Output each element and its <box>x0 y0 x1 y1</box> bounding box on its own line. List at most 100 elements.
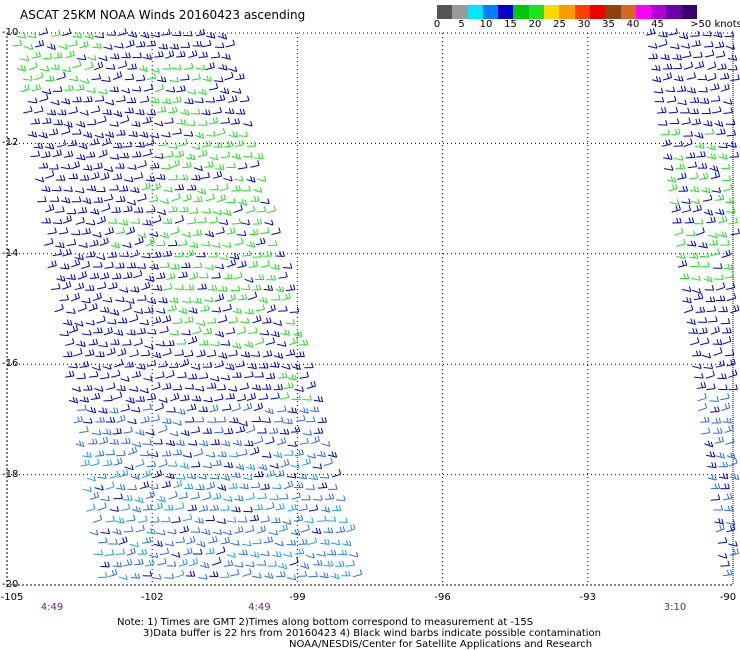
wind-barb <box>56 71 66 81</box>
wind-barb <box>68 396 79 404</box>
wind-barb <box>271 294 281 301</box>
wind-barb <box>89 138 100 146</box>
wind-barb <box>715 50 726 58</box>
wind-barb <box>169 43 179 50</box>
wind-barb <box>214 393 224 402</box>
wind-barb <box>108 569 118 578</box>
wind-barb <box>115 517 125 524</box>
wind-barb <box>233 204 243 213</box>
wind-barb <box>149 263 159 270</box>
wind-barb <box>217 484 227 491</box>
wind-barb <box>170 392 180 402</box>
wind-barb <box>31 51 42 59</box>
wind-barb <box>293 515 304 522</box>
wind-barb <box>166 406 176 413</box>
wind-barb <box>684 304 694 314</box>
wind-barb <box>146 206 156 213</box>
wind-barb <box>245 525 255 534</box>
wind-barb <box>680 107 690 114</box>
wind-barb <box>224 71 234 81</box>
wind-barb <box>724 424 734 434</box>
wind-barb <box>213 141 223 148</box>
wind-barb <box>110 53 120 60</box>
wind-barb <box>243 402 253 412</box>
wind-barb <box>103 193 114 202</box>
colorbar-label: 45 <box>651 19 664 30</box>
wind-barb <box>673 155 684 161</box>
wind-barb <box>282 263 293 269</box>
wind-barb <box>323 560 334 567</box>
wind-barb <box>153 438 163 445</box>
wind-barb <box>99 237 109 246</box>
wind-barb <box>179 525 189 534</box>
wind-barb <box>286 472 297 479</box>
wind-barb <box>70 292 80 302</box>
wind-barb <box>122 339 132 346</box>
wind-barb <box>725 44 735 50</box>
wind-barb <box>666 176 677 183</box>
wind-barb <box>694 61 705 69</box>
wind-barb <box>130 218 141 224</box>
wind-barb <box>215 164 225 170</box>
wind-barb <box>220 440 231 447</box>
wind-barb <box>163 186 173 193</box>
wind-barb <box>94 386 104 392</box>
wind-barb <box>166 560 177 567</box>
wind-barb <box>112 561 123 568</box>
wind-barb <box>89 239 99 247</box>
wind-barb <box>212 170 223 179</box>
wind-barb <box>102 296 113 303</box>
wind-barb <box>155 340 165 347</box>
wind-barb <box>72 96 82 103</box>
wind-barb <box>722 327 732 334</box>
wind-barb <box>207 284 218 291</box>
wind-barb <box>234 139 244 147</box>
wind-barb <box>204 230 215 238</box>
wind-barb <box>123 176 134 183</box>
wind-barb <box>165 340 175 347</box>
wind-barb <box>73 348 83 357</box>
wind-barb <box>194 517 204 524</box>
wind-barb <box>121 52 131 59</box>
wind-barb <box>76 121 86 128</box>
wind-barb <box>192 229 203 236</box>
wind-barb <box>157 360 168 368</box>
wind-barb <box>90 171 100 180</box>
wind-barb <box>86 185 97 192</box>
wind-barb <box>125 298 135 304</box>
wind-barb <box>201 208 212 214</box>
wind-barb <box>95 416 105 423</box>
wind-barb <box>258 463 268 471</box>
wind-barb <box>149 451 159 458</box>
wind-barb <box>181 231 191 238</box>
wind-barb <box>186 120 196 127</box>
wind-barb <box>669 118 680 125</box>
wind-barb <box>27 32 37 39</box>
wind-barb <box>107 251 118 258</box>
wind-barb <box>112 71 123 80</box>
wind-barb <box>717 537 728 544</box>
wind-barb <box>183 130 194 137</box>
wind-barb <box>220 340 231 346</box>
wind-barb <box>117 348 127 357</box>
wind-barb <box>260 550 270 557</box>
wind-barb <box>161 516 171 523</box>
wind-barb <box>92 292 102 302</box>
wind-barb <box>697 74 708 81</box>
wind-barb <box>63 186 73 193</box>
wind-barb <box>75 440 85 448</box>
wind-barb <box>145 429 155 436</box>
wind-barb <box>48 128 59 136</box>
wind-barb <box>729 548 739 556</box>
wind-barb <box>146 109 157 116</box>
wind-barb <box>38 162 49 169</box>
wind-barb <box>308 504 319 512</box>
wind-barb <box>139 319 149 326</box>
wind-barb <box>190 527 201 533</box>
wind-barb <box>310 435 320 445</box>
wind-barb <box>704 285 715 291</box>
wind-barb <box>251 284 262 291</box>
wind-barb <box>84 61 94 71</box>
wind-barb <box>154 83 164 93</box>
wind-barb <box>720 240 730 246</box>
